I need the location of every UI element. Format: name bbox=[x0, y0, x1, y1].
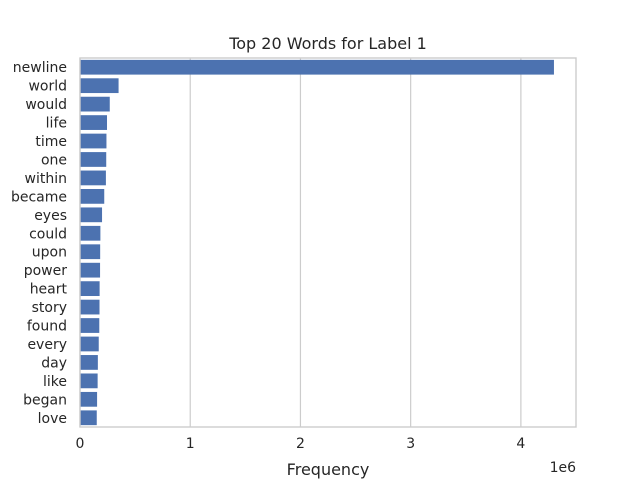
bar-heart bbox=[80, 281, 100, 297]
x-tick-label: 4 bbox=[516, 436, 525, 452]
y-tick-label: found bbox=[27, 319, 67, 335]
x-axis-offset-label: 1e6 bbox=[550, 460, 577, 476]
bar-like bbox=[80, 373, 98, 389]
x-tick-labels: 0 1 2 3 4 bbox=[76, 436, 526, 452]
bar-one bbox=[80, 152, 107, 167]
x-axis-label: Frequency bbox=[287, 460, 370, 479]
bar-newline bbox=[80, 59, 554, 75]
y-tick-label: life bbox=[46, 116, 67, 132]
bar-began bbox=[80, 391, 98, 407]
bar-story bbox=[80, 299, 100, 315]
y-tick-label: heart bbox=[30, 282, 68, 298]
bar-upon bbox=[80, 244, 101, 260]
y-tick-label: story bbox=[32, 300, 67, 316]
y-tick-label: day bbox=[41, 355, 67, 371]
x-tick-label: 0 bbox=[76, 436, 85, 452]
y-tick-label: became bbox=[11, 189, 67, 205]
chart-title: Top 20 Words for Label 1 bbox=[228, 34, 427, 53]
bars bbox=[80, 59, 554, 426]
bar-power bbox=[80, 262, 101, 278]
y-tick-label: time bbox=[35, 134, 67, 150]
plot-border bbox=[79, 57, 577, 428]
bar-love bbox=[80, 410, 97, 426]
x-tick-label: 3 bbox=[406, 436, 415, 452]
y-tick-label: within bbox=[25, 171, 67, 187]
bar-eyes bbox=[80, 207, 103, 223]
y-tick-label: could bbox=[29, 226, 67, 242]
y-tick-label: eyes bbox=[34, 208, 67, 224]
y-tick-label: newline bbox=[13, 60, 67, 76]
bar-every bbox=[80, 336, 99, 352]
plot-frame bbox=[79, 57, 577, 428]
y-tick-label: upon bbox=[32, 245, 67, 261]
bar-within bbox=[80, 170, 106, 186]
bar-found bbox=[80, 318, 100, 333]
bar-day bbox=[80, 355, 98, 370]
y-tick-label: world bbox=[28, 79, 67, 95]
y-tick-label: one bbox=[41, 152, 67, 168]
y-tick-label: love bbox=[38, 411, 67, 427]
bar-life bbox=[80, 115, 108, 130]
y-tick-label: like bbox=[43, 374, 67, 390]
y-tick-label: every bbox=[27, 337, 67, 353]
y-tick-label: began bbox=[23, 392, 67, 408]
bar-time bbox=[80, 133, 107, 149]
bar-world bbox=[80, 78, 119, 94]
y-tick-label: power bbox=[24, 263, 68, 279]
bar-could bbox=[80, 225, 101, 241]
bar-would bbox=[80, 96, 110, 112]
y-tick-label: would bbox=[25, 97, 67, 113]
x-tick-label: 2 bbox=[296, 436, 305, 452]
bar-became bbox=[80, 188, 105, 204]
y-tick-labels: newline world would life time one within became… bbox=[11, 60, 68, 427]
x-tick-label: 1 bbox=[186, 436, 195, 452]
